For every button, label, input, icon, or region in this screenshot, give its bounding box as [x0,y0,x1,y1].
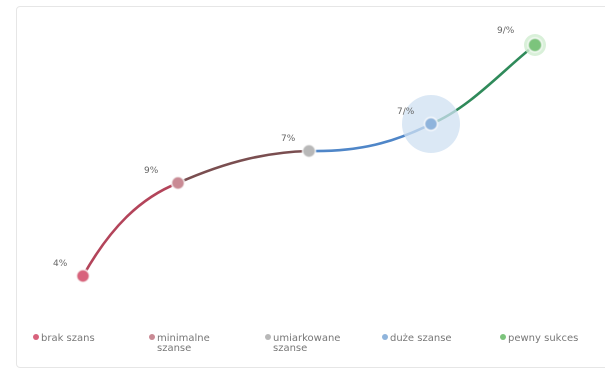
legend-label-2[interactable]: minimalne szanse [157,333,210,354]
line-segment-1 [81,181,180,278]
value-label-2: 9% [144,166,159,176]
line-segment-2 [176,149,311,185]
data-point-1[interactable] [75,268,91,284]
value-label-1: 4% [53,259,68,269]
value-label-4: 7/% [397,107,415,117]
legend-marker-5 [500,334,506,340]
value-label-3: 7% [281,134,296,144]
legend-label-1[interactable]: brak szans [41,333,95,344]
legend-label-4[interactable]: duże szanse [390,333,452,344]
legend-marker-2 [149,334,155,340]
legend-label-3[interactable]: umiarkowane szanse [273,333,340,354]
legend-marker-4 [382,334,388,340]
data-point-2[interactable] [170,175,186,191]
legend-marker-1 [33,334,39,340]
chart-card [16,6,605,368]
data-point-5[interactable] [527,37,543,53]
value-label-5: 9/% [497,26,515,36]
legend-marker-3 [265,334,271,340]
legend-label-5[interactable]: pewny sukces [508,333,578,344]
data-point-3[interactable] [301,143,317,159]
data-point-4[interactable] [423,116,439,132]
